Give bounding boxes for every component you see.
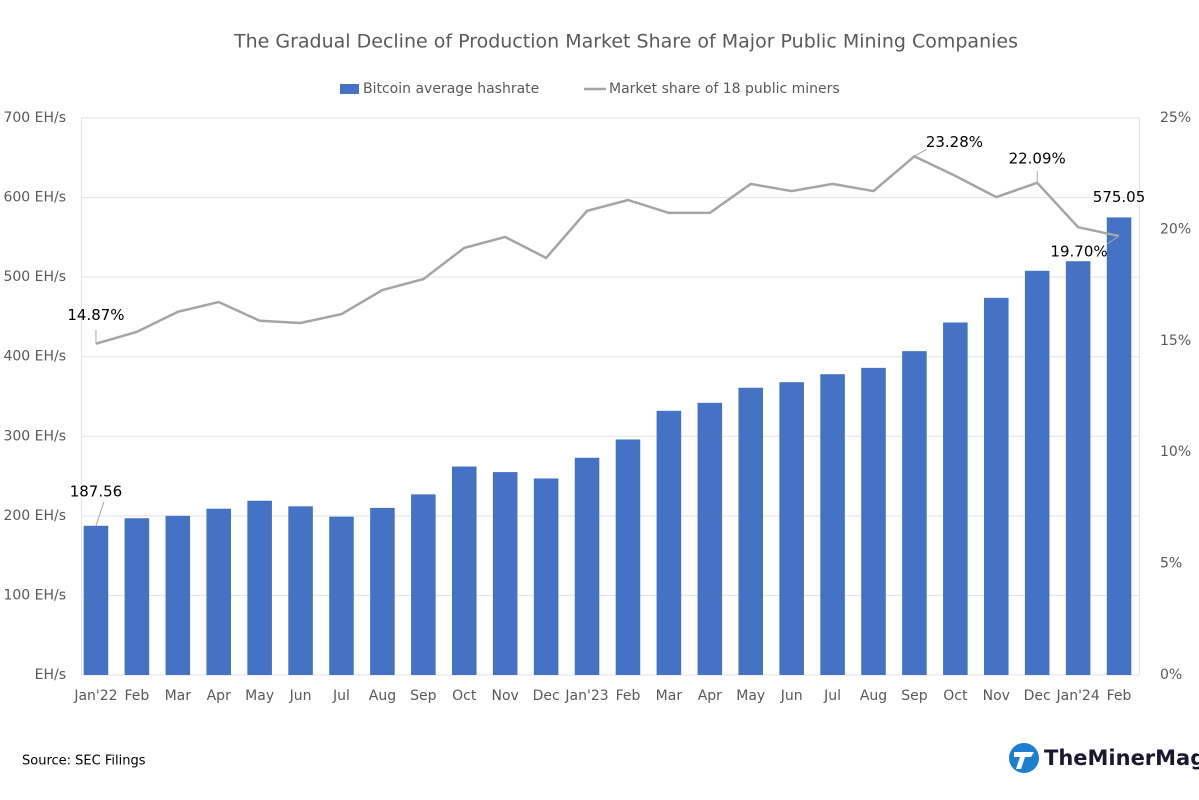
bar xyxy=(820,374,845,675)
bar xyxy=(1065,261,1091,675)
y2-tick-label: 10% xyxy=(1160,444,1191,460)
x-tick-label: Feb xyxy=(616,688,641,704)
data-label: 575.05 xyxy=(1093,188,1146,206)
bar xyxy=(329,516,354,675)
x-tick-label: Apr xyxy=(207,688,231,704)
y2-tick-label: 0% xyxy=(1160,667,1182,683)
x-tick-label: Aug xyxy=(860,688,887,704)
x-tick-label: Jul xyxy=(332,688,350,704)
y-tick-label: EH/s xyxy=(35,667,66,683)
logo-mark xyxy=(1014,752,1034,769)
leader-line xyxy=(1106,235,1120,245)
x-tick-label: Jan'23 xyxy=(564,688,608,704)
x-tick-label: Mar xyxy=(165,688,192,704)
y2-tick-label: 5% xyxy=(1160,556,1182,572)
x-tick-label: Jan'22 xyxy=(73,688,117,704)
x-tick-label: Nov xyxy=(983,688,1010,704)
bar xyxy=(861,367,886,675)
data-label: 187.56 xyxy=(70,482,123,500)
data-label: 22.09% xyxy=(1009,149,1066,167)
bar xyxy=(1024,270,1050,675)
data-label: 23.28% xyxy=(926,133,983,151)
bar xyxy=(206,508,232,675)
bar xyxy=(697,402,723,675)
bar xyxy=(615,439,641,675)
x-tick-label: Jun xyxy=(289,688,312,704)
bar xyxy=(779,382,804,675)
bar xyxy=(738,387,764,675)
x-tick-label: May xyxy=(736,688,765,704)
brand-name: TheMinerMag xyxy=(1044,746,1199,770)
bar xyxy=(902,351,927,675)
bar xyxy=(492,472,518,675)
bar xyxy=(574,457,600,675)
legend-swatch xyxy=(340,84,359,94)
bar xyxy=(288,506,313,675)
y-tick-label: 700 EH/s xyxy=(3,110,66,126)
brand-logo: TheMinerMag xyxy=(1009,743,1199,773)
x-tick-label: Oct xyxy=(943,688,968,704)
y-tick-label: 400 EH/s xyxy=(3,349,66,365)
x-tick-label: Jan'24 xyxy=(1055,688,1099,704)
bar xyxy=(656,410,682,675)
bar xyxy=(411,494,436,675)
bar xyxy=(451,466,477,675)
y-tick-label: 200 EH/s xyxy=(3,508,66,524)
leader-line xyxy=(95,501,105,526)
x-tick-label: Apr xyxy=(698,688,722,704)
x-tick-label: Dec xyxy=(533,688,560,704)
y2-tick-label: 20% xyxy=(1160,221,1191,237)
bar xyxy=(943,322,968,675)
bar xyxy=(533,478,559,675)
y2-tick-label: 15% xyxy=(1160,333,1191,349)
x-tick-label: Feb xyxy=(124,688,149,704)
data-label: 19.70% xyxy=(1050,243,1107,261)
bar xyxy=(370,507,395,675)
bar xyxy=(983,297,1009,675)
y-tick-label: 500 EH/s xyxy=(3,269,66,285)
bar xyxy=(83,525,109,675)
chart-title: The Gradual Decline of Production Market… xyxy=(233,31,1018,53)
x-tick-label: Jun xyxy=(780,688,803,704)
bar xyxy=(165,515,191,675)
source-note: Source: SEC Filings xyxy=(22,754,146,769)
y2-tick-label: 25% xyxy=(1160,110,1191,126)
bar xyxy=(124,518,150,675)
x-tick-label: Oct xyxy=(452,688,477,704)
y-tick-label: 100 EH/s xyxy=(3,587,66,603)
legend-label: Market share of 18 public miners xyxy=(609,81,840,97)
y-tick-label: 600 EH/s xyxy=(3,190,66,206)
x-tick-label: Jul xyxy=(823,688,841,704)
data-label: 14.87% xyxy=(67,306,124,324)
bar xyxy=(247,500,272,675)
x-tick-label: Sep xyxy=(410,688,437,704)
x-tick-label: Aug xyxy=(369,688,396,704)
x-tick-label: Dec xyxy=(1024,688,1051,704)
x-tick-label: Sep xyxy=(901,688,928,704)
x-tick-label: May xyxy=(245,688,274,704)
line xyxy=(95,154,1120,345)
leader-line xyxy=(914,148,927,157)
y-tick-label: 300 EH/s xyxy=(3,428,66,444)
bar xyxy=(1106,217,1132,675)
plot-area-border xyxy=(81,117,1140,676)
legend-label: Bitcoin average hashrate xyxy=(363,81,539,97)
x-tick-label: Feb xyxy=(1107,688,1132,704)
x-tick-label: Mar xyxy=(656,688,683,704)
x-tick-label: Nov xyxy=(492,688,519,704)
